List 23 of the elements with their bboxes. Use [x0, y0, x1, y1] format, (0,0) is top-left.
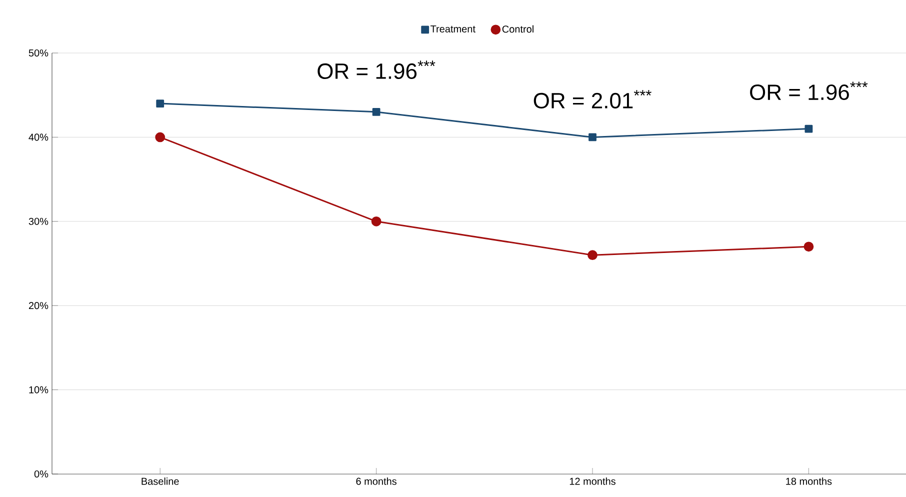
y-tick-label: 10% — [29, 386, 48, 394]
x-tick-label: 6 months — [356, 478, 396, 485]
y-tick-label: 20% — [28, 302, 48, 310]
y-tick-label: 0% — [34, 470, 48, 478]
y-tick-label: 30% — [28, 218, 48, 225]
point — [372, 108, 380, 116]
annotation: OR = 2.01$^{***}$ — [534, 90, 652, 108]
annotation: OR = 1.96$^{***}$ — [750, 82, 868, 100]
point — [588, 133, 596, 142]
legend-label: Treatment — [430, 25, 476, 32]
point — [804, 242, 814, 252]
point — [156, 100, 164, 108]
x-tick-label: 18 months — [786, 478, 832, 485]
point — [804, 124, 813, 133]
annotation: OR = 1.96$^{***}$ — [318, 60, 436, 80]
point — [155, 132, 166, 142]
y-tick-label: 40% — [28, 134, 48, 141]
y-tick-label: 50% — [28, 49, 48, 57]
point — [371, 216, 382, 226]
point — [588, 250, 598, 260]
legend-label: Control — [502, 25, 534, 33]
x-tick-label: Baseline — [142, 478, 179, 485]
x-tick-label: 12 months — [570, 478, 616, 485]
